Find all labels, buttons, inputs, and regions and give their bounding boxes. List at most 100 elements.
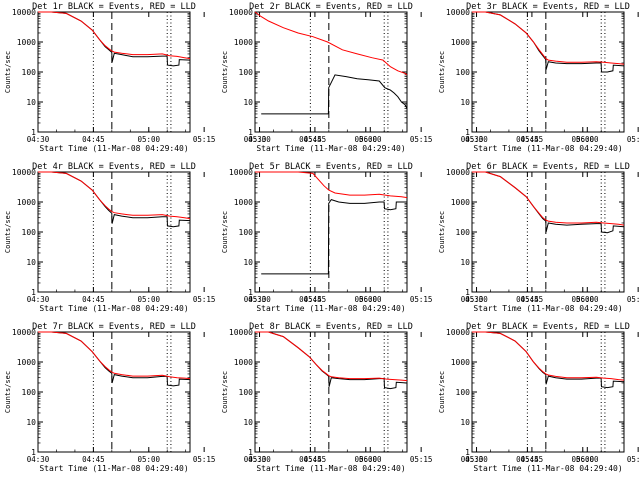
y-tick-label: 1000: [234, 198, 253, 207]
y-tick-label: 1000: [17, 38, 36, 47]
events-series-line: [261, 74, 408, 115]
y-tick-label: 10000: [446, 328, 470, 337]
y-tick-label: 10000: [229, 168, 253, 177]
y-tick-label: 100: [22, 68, 37, 77]
y-tick-label: 1000: [451, 358, 470, 367]
x-tick-label: 05:15: [193, 135, 216, 144]
y-tick-label: 100: [456, 228, 471, 237]
panel-9: Det 9r BLACK = Events, RED = LLD 1 10 100 10…: [438, 322, 640, 473]
x-tick-label: 05:00: [354, 135, 377, 144]
panel-4: Det 4r BLACK = Events, RED = LLD11010010…: [4, 162, 382, 313]
y-tick-label: 100: [456, 68, 471, 77]
y-tick-label: 10000: [446, 8, 470, 17]
panel-title: Det 8r BLACK = Events, RED = LLD: [249, 322, 413, 332]
x-tick-label: 05:30: [248, 455, 271, 464]
x-tick-label: 05:30: [248, 295, 271, 304]
x-tick-label: 04:45: [82, 455, 105, 464]
x-axis-label: Start Time (11-Mar-08 04:29:40): [473, 304, 622, 313]
y-tick-label: 10000: [229, 8, 253, 17]
y-tick-label: 1: [465, 288, 470, 297]
x-tick-label: 04:45: [516, 295, 539, 304]
x-tick-label: 06:00: [576, 295, 599, 304]
events-series-line: [261, 199, 407, 275]
x-axis-label: Start Time (11-Mar-08 04:29:40): [256, 464, 405, 473]
x-tick-label: 05:15: [627, 135, 640, 144]
y-tick-label: 100: [239, 68, 254, 77]
x-tick-label: 04:45: [516, 455, 539, 464]
panel-title: Det 3r BLACK = Events, RED = LLD: [466, 2, 630, 12]
x-tick-label: 05:00: [354, 295, 377, 304]
lld-series-line: [255, 171, 408, 199]
x-tick-label: 05:00: [571, 455, 594, 464]
panel-title: Det 4r BLACK = Events, RED = LLD: [32, 162, 196, 172]
panel-8: Det 8r BLACK = Events, RED = LLD11010010…: [221, 322, 599, 473]
panel-title: Det 6r BLACK = Events, RED = LLD: [466, 162, 630, 172]
panel-6: Det 6r BLACK = Events, RED = LLD 1 10 100 10…: [438, 162, 640, 313]
y-tick-label: 1: [31, 128, 36, 137]
y-tick-label: 1: [31, 288, 36, 297]
y-tick-label: 100: [22, 228, 37, 237]
x-axis-label: Start Time (11-Mar-08 04:29:40): [39, 464, 188, 473]
x-tick-label: 05:00: [137, 295, 160, 304]
x-tick-label: 04:30: [461, 135, 484, 144]
y-tick-label: 1: [248, 448, 253, 457]
x-tick-label: 05:45: [521, 455, 544, 464]
x-tick-label: 04:45: [82, 135, 105, 144]
y-tick-label: 10000: [229, 328, 253, 337]
x-tick-label: 06:00: [359, 135, 382, 144]
events-series-line: [472, 171, 625, 234]
x-tick-label: 05:30: [465, 135, 488, 144]
x-tick-label: 04:30: [27, 455, 50, 464]
x-axis-label: Start Time (11-Mar-08 04:29:40): [473, 464, 622, 473]
x-tick-label: 06:00: [576, 135, 599, 144]
panel-7: Det 7r BLACK = Events, RED = LLD11010010…: [4, 322, 382, 473]
y-axis-label: Counts/sec: [4, 51, 12, 93]
x-tick-label: 04:45: [299, 295, 322, 304]
x-tick-label: 04:45: [299, 135, 322, 144]
y-tick-label: 1000: [234, 358, 253, 367]
y-tick-label: 100: [22, 388, 37, 397]
y-tick-label: 1: [248, 128, 253, 137]
y-tick-label: 10: [460, 98, 470, 107]
panel-title: Det 7r BLACK = Events, RED = LLD: [32, 322, 196, 332]
x-tick-label: 05:15: [410, 135, 433, 144]
y-tick-label: 100: [239, 228, 254, 237]
x-tick-label: 06:00: [359, 455, 382, 464]
lld-series-line: [255, 331, 408, 382]
y-tick-label: 10000: [12, 168, 36, 177]
x-tick-label: 04:45: [82, 295, 105, 304]
y-axis-label: Counts/sec: [4, 211, 12, 253]
x-axis-label: Start Time (11-Mar-08 04:29:40): [256, 144, 405, 153]
x-tick-label: 06:00: [359, 295, 382, 304]
panel-title: Det 5r BLACK = Events, RED = LLD: [249, 162, 413, 172]
panel-3: Det 3r BLACK = Events, RED = LLD 1 10 100 10…: [438, 2, 640, 153]
y-tick-label: 10: [460, 258, 470, 267]
x-tick-label: 04:30: [27, 295, 50, 304]
y-axis-label: Counts/sec: [438, 371, 446, 413]
events-series-line: [472, 11, 625, 73]
x-tick-label: 05:45: [521, 295, 544, 304]
x-axis-label: Start Time (11-Mar-08 04:29:40): [39, 144, 188, 153]
x-tick-label: 05:45: [304, 135, 327, 144]
x-tick-label: 04:45: [299, 455, 322, 464]
x-axis-label: Start Time (11-Mar-08 04:29:40): [256, 304, 405, 313]
y-tick-label: 1000: [17, 358, 36, 367]
x-tick-label: 05:15: [193, 295, 216, 304]
y-tick-label: 1000: [451, 38, 470, 47]
events-series-line: [38, 11, 191, 67]
x-tick-label: 05:00: [137, 455, 160, 464]
x-tick-label: 05:45: [521, 135, 544, 144]
y-tick-label: 10: [243, 98, 253, 107]
lld-series-line: [254, 11, 408, 76]
panel-title: Det 2r BLACK = Events, RED = LLD: [249, 2, 413, 12]
x-tick-label: 05:45: [304, 455, 327, 464]
x-tick-label: 04:30: [244, 135, 267, 144]
panel-1: Det 1r BLACK = Events, RED = LLD11010010…: [4, 2, 382, 153]
events-series-line: [38, 331, 191, 387]
y-tick-label: 1: [248, 288, 253, 297]
x-tick-label: 05:30: [248, 135, 271, 144]
x-tick-label: 05:30: [465, 455, 488, 464]
y-tick-label: 1: [31, 448, 36, 457]
